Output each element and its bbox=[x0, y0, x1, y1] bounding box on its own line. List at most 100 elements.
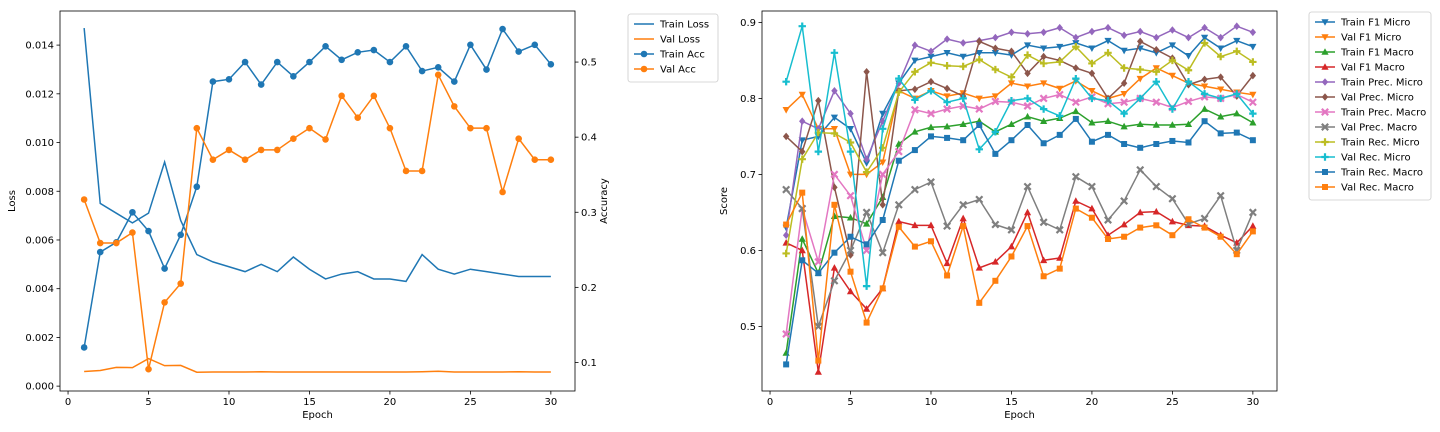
data-point-train-f1-macro-17 bbox=[1040, 117, 1048, 124]
y-tick-label: 0.002 bbox=[25, 333, 54, 344]
data-point-val-rec-macro-21 bbox=[1105, 236, 1112, 242]
legend-entry-val-rec-macro: Val Rec. Macro bbox=[1315, 183, 1414, 194]
legend-label: Train F1 Micro bbox=[1340, 18, 1410, 29]
data-point-val-f1-macro-25 bbox=[1168, 217, 1176, 225]
data-point-train-prec-macro-26 bbox=[1184, 97, 1193, 106]
legend-entry-val-acc: Val Acc bbox=[634, 65, 696, 76]
data-point-train-prec-micro-10 bbox=[927, 47, 935, 56]
data-point-val-acc-18 bbox=[354, 114, 362, 121]
series-line-val-f1-macro bbox=[785, 199, 1254, 373]
data-point-val-f1-micro-23 bbox=[1136, 75, 1144, 83]
y-axis-label: Score bbox=[719, 187, 730, 215]
x-tick-label: 10 bbox=[223, 397, 236, 408]
data-point-val-acc-19 bbox=[370, 92, 378, 100]
data-point-val-rec-micro-24 bbox=[1152, 77, 1160, 86]
data-point-val-acc-5 bbox=[145, 365, 152, 373]
series-group bbox=[782, 22, 1257, 375]
data-point-train-prec-micro-11 bbox=[943, 35, 951, 43]
data-point-val-f1-macro-9 bbox=[911, 221, 919, 229]
data-point-val-prec-micro-15 bbox=[1008, 47, 1015, 56]
data-point-train-f1-macro-9 bbox=[911, 128, 919, 135]
data-point-train-f1-micro-20 bbox=[1088, 45, 1096, 53]
data-point-train-acc-8 bbox=[193, 183, 201, 191]
data-point-train-prec-micro-22 bbox=[1120, 31, 1128, 40]
data-point-train-rec-micro-10 bbox=[927, 58, 935, 67]
data-point-val-rec-micro-11 bbox=[943, 98, 951, 106]
data-point-val-acc-28 bbox=[515, 135, 522, 142]
data-point-val-rec-micro-1 bbox=[782, 77, 790, 86]
data-point-train-rec-micro-22 bbox=[1120, 64, 1128, 72]
series-line-val-f1-micro bbox=[785, 67, 1253, 176]
data-point-val-prec-micro-2 bbox=[799, 147, 806, 156]
data-point-train-rec-micro-4 bbox=[830, 129, 839, 138]
data-point-train-rec-macro-26 bbox=[1185, 139, 1192, 146]
data-point-train-acc-23 bbox=[434, 64, 442, 71]
legend-entry-val-prec-micro: Val Prec. Micro bbox=[1315, 93, 1414, 104]
data-point-val-rec-micro-19 bbox=[1072, 74, 1080, 83]
series-group bbox=[80, 25, 555, 373]
data-point-val-rec-micro-21 bbox=[1104, 96, 1112, 105]
data-point-val-f1-macro-14 bbox=[991, 258, 999, 265]
y-tick-label: 0.7 bbox=[740, 170, 756, 181]
data-point-val-prec-macro-14 bbox=[991, 220, 1000, 229]
legend-label: Train Prec. Micro bbox=[1340, 78, 1423, 89]
data-point-train-f1-micro-22 bbox=[1120, 47, 1128, 55]
x-axis-label: Epoch bbox=[302, 410, 333, 421]
data-point-train-prec-micro-18 bbox=[1056, 23, 1063, 32]
data-point-val-prec-micro-13 bbox=[976, 37, 983, 46]
data-point-train-rec-micro-2 bbox=[798, 155, 806, 163]
data-point-val-f1-macro-4 bbox=[830, 264, 839, 271]
data-point-train-rec-macro-25 bbox=[1169, 137, 1176, 144]
series-val-rec-micro bbox=[782, 22, 1257, 290]
data-point-train-rec-micro-23 bbox=[1136, 65, 1144, 74]
data-point-val-rec-macro-15 bbox=[1008, 253, 1015, 260]
data-point-train-f1-macro-25 bbox=[1168, 121, 1176, 128]
y-tick-label: 0.008 bbox=[25, 187, 54, 198]
data-point-val-rec-micro-20 bbox=[1088, 94, 1096, 103]
series-val-prec-macro bbox=[782, 165, 1257, 331]
data-point-val-rec-macro-29 bbox=[1233, 251, 1240, 258]
data-point-train-f1-micro-14 bbox=[991, 50, 999, 57]
data-point-val-rec-micro-12 bbox=[959, 94, 967, 103]
legend-label: Val Prec. Micro bbox=[1341, 93, 1414, 104]
data-point-val-acc-17 bbox=[338, 92, 345, 100]
data-point-val-prec-macro-6 bbox=[862, 208, 871, 217]
data-point-val-prec-micro-3 bbox=[815, 96, 822, 105]
data-point-train-rec-macro-8 bbox=[895, 157, 902, 164]
legend-entry-val-loss: Val Loss bbox=[634, 35, 700, 46]
data-point-train-rec-macro-19 bbox=[1072, 115, 1079, 122]
x-tick-label: 10 bbox=[925, 397, 938, 408]
data-point-train-rec-macro-14 bbox=[992, 150, 999, 157]
data-point-train-f1-macro-21 bbox=[1104, 117, 1112, 124]
data-point-val-prec-macro-25 bbox=[1168, 194, 1177, 203]
data-point-train-prec-micro-28 bbox=[1217, 33, 1224, 42]
data-point-train-f1-micro-18 bbox=[1056, 43, 1064, 51]
legend-label: Train Rec. Micro bbox=[1340, 138, 1420, 149]
data-point-train-prec-macro-9 bbox=[910, 105, 919, 114]
data-point-val-acc-12 bbox=[257, 146, 265, 154]
x-axis-label: Epoch bbox=[1004, 410, 1035, 421]
data-point-val-prec-macro-22 bbox=[1120, 197, 1129, 205]
data-point-val-prec-micro-16 bbox=[1024, 69, 1031, 78]
y2-tick-label: 0.3 bbox=[581, 208, 597, 219]
data-point-val-f1-micro-7 bbox=[879, 159, 887, 167]
data-point-train-rec-micro-5 bbox=[846, 138, 855, 147]
legend: Train F1 Micro Val F1 Micro Train F1 Macro… bbox=[1308, 11, 1432, 201]
data-point-val-rec-macro-19 bbox=[1072, 205, 1079, 212]
y-tick-label: 0.004 bbox=[25, 284, 54, 295]
data-point-train-prec-micro-24 bbox=[1153, 33, 1160, 42]
data-point-train-prec-micro-21 bbox=[1104, 23, 1112, 32]
data-point-train-prec-micro-20 bbox=[1088, 27, 1096, 36]
series-line-train-loss bbox=[83, 27, 551, 283]
x-tick-label: 15 bbox=[1005, 397, 1018, 408]
data-point-val-acc-1 bbox=[80, 196, 88, 203]
series-train-prec-micro bbox=[782, 22, 1257, 239]
data-point-val-rec-micro-28 bbox=[1216, 94, 1225, 103]
data-point-val-prec-micro-6 bbox=[863, 68, 870, 76]
data-point-train-rec-macro-28 bbox=[1217, 130, 1224, 137]
data-point-val-rec-macro-24 bbox=[1153, 222, 1160, 229]
data-point-train-acc-6 bbox=[161, 265, 168, 272]
data-point-val-acc-26 bbox=[483, 124, 490, 132]
data-point-train-prec-macro-3 bbox=[814, 257, 823, 266]
legend-marker bbox=[1321, 63, 1329, 70]
